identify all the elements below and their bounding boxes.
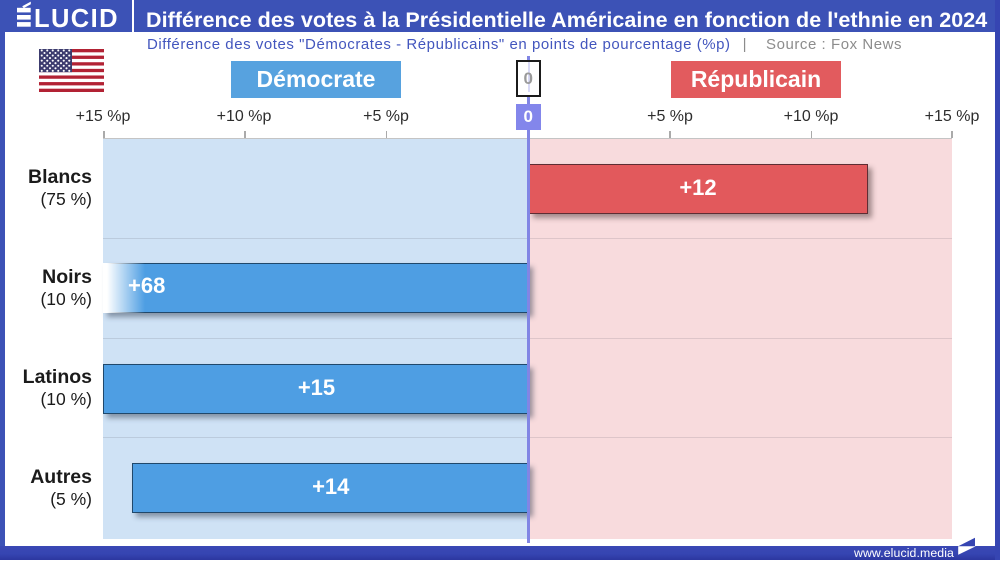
svg-text:LUCID: LUCID <box>34 5 119 32</box>
